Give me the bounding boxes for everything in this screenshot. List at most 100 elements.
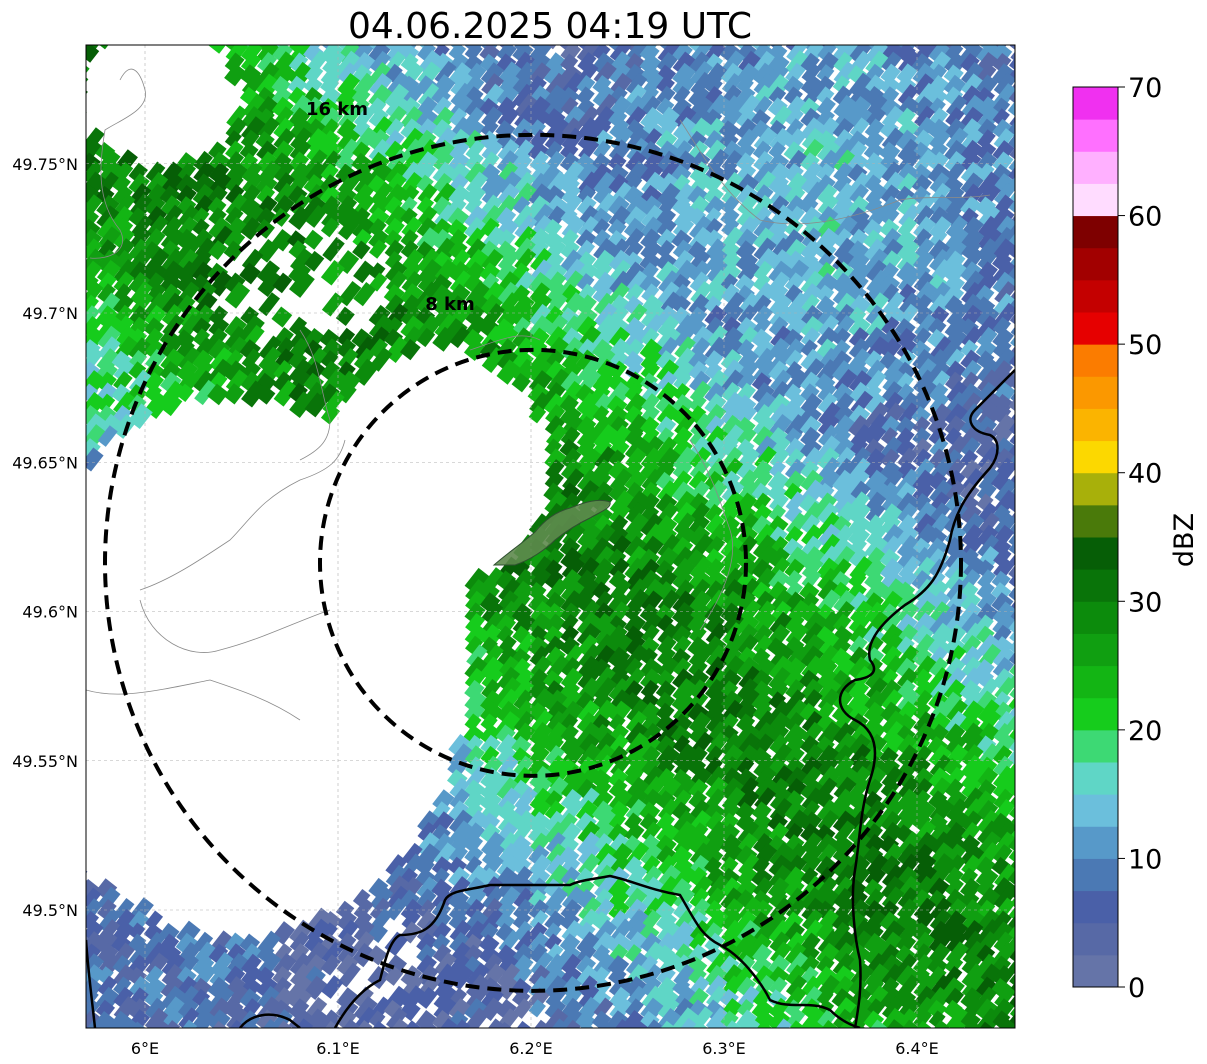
echo-cell xyxy=(559,537,581,559)
echo-cell xyxy=(912,96,935,120)
echo-cell xyxy=(705,788,726,811)
echo-cell xyxy=(705,765,727,789)
echo-cell xyxy=(592,911,611,931)
echo-cell xyxy=(640,360,661,381)
echo-cell xyxy=(86,207,99,228)
echo-cell xyxy=(751,372,772,393)
echo-cell xyxy=(736,999,755,1017)
echo-cell xyxy=(86,361,101,383)
echo-cell xyxy=(239,86,259,106)
echo-cell xyxy=(258,335,282,361)
echo-cell xyxy=(784,877,805,899)
echo-cell xyxy=(784,86,803,106)
echo-cell xyxy=(849,381,870,404)
echo-cell xyxy=(225,349,244,369)
echo-cell xyxy=(1008,196,1015,215)
echo-cell xyxy=(849,996,874,1023)
echo-cell xyxy=(353,183,374,206)
echo-cell xyxy=(192,218,210,237)
colorbar-swatch xyxy=(1073,279,1118,313)
echo-cell xyxy=(977,63,997,84)
echo-cell xyxy=(96,249,121,275)
echo-cell xyxy=(687,130,708,151)
echo-cell xyxy=(464,845,484,865)
echo-cell xyxy=(768,569,790,592)
echo-cell xyxy=(1025,845,1044,865)
echo-cell xyxy=(625,667,646,690)
echo-cell xyxy=(225,151,245,172)
echo-cell xyxy=(303,75,323,95)
echo-cell xyxy=(239,141,259,161)
echo-cell xyxy=(671,602,697,627)
echo-cell xyxy=(816,295,835,315)
echo-cell xyxy=(959,45,981,53)
echo-cell xyxy=(961,732,985,758)
echo-cell xyxy=(735,118,760,143)
echo-cell xyxy=(432,867,450,886)
colorbar-swatch xyxy=(1073,890,1118,924)
echo-cell xyxy=(319,328,340,349)
echo-cell xyxy=(913,745,933,766)
echo-cell xyxy=(609,1019,632,1028)
echo-cell xyxy=(113,271,135,294)
echo-cell xyxy=(913,897,936,922)
echo-cell xyxy=(704,295,722,314)
echo-cell xyxy=(818,457,841,482)
echo-cell xyxy=(449,777,470,800)
echo-cell xyxy=(545,459,565,480)
echo-cell xyxy=(816,1020,838,1028)
echo-cell xyxy=(401,1029,426,1056)
echo-cell xyxy=(800,371,822,394)
echo-cell xyxy=(960,612,984,637)
echo-cell xyxy=(160,393,183,417)
echo-cell xyxy=(480,734,501,756)
echo-cell xyxy=(465,238,488,262)
echo-cell xyxy=(639,603,660,624)
echo-cell xyxy=(848,955,866,973)
echo-cell xyxy=(128,361,147,380)
echo-cell xyxy=(624,603,642,622)
echo-cell xyxy=(320,404,341,425)
echo-cell xyxy=(577,842,601,867)
echo-cell xyxy=(176,360,199,383)
echo-cell xyxy=(641,523,666,549)
echo-cell xyxy=(656,217,677,239)
echo-cell xyxy=(464,689,488,714)
echo-cell xyxy=(434,973,458,999)
echo-cell xyxy=(1008,834,1015,854)
echo-cell xyxy=(800,460,820,480)
echo-cell xyxy=(929,657,949,678)
echo-cell xyxy=(752,701,773,722)
echo-cell xyxy=(768,889,788,909)
echo-cell xyxy=(657,117,679,140)
echo-cell xyxy=(64,327,85,349)
echo-cell xyxy=(144,327,164,348)
echo-cell xyxy=(705,446,728,470)
echo-cell xyxy=(431,856,453,878)
echo-cell xyxy=(369,897,392,921)
echo-cell xyxy=(785,349,804,369)
echo-cell xyxy=(832,173,852,194)
echo-cell xyxy=(752,62,776,87)
echo-cell xyxy=(752,272,771,292)
echo-cell xyxy=(816,108,835,128)
echo-cell xyxy=(975,196,997,218)
echo-cell xyxy=(1024,1021,1043,1041)
echo-cell xyxy=(624,822,645,844)
echo-cell xyxy=(751,328,773,351)
echo-cell xyxy=(784,163,804,184)
echo-cell xyxy=(881,864,905,889)
echo-cell xyxy=(656,97,675,117)
echo-cell xyxy=(801,975,823,999)
echo-cell xyxy=(545,1018,569,1028)
echo-cell xyxy=(736,85,756,106)
echo-cell xyxy=(433,150,454,173)
echo-cell xyxy=(1023,120,1044,140)
colorbar-swatch xyxy=(1073,183,1118,217)
echo-cell xyxy=(624,657,643,677)
echo-cell xyxy=(384,239,405,261)
echo-cell xyxy=(945,1030,971,1057)
echo-cell xyxy=(448,62,473,88)
echo-cell xyxy=(607,45,631,54)
echo-cell xyxy=(655,713,675,733)
